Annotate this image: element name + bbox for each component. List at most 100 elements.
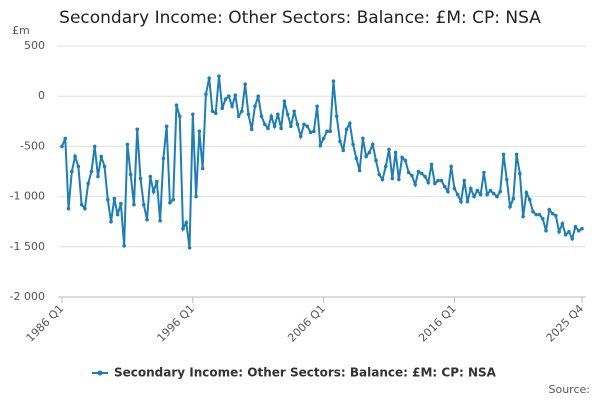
x-tick-label: 1986 Q1 — [24, 302, 67, 345]
point — [181, 226, 185, 231]
point — [354, 156, 359, 161]
point — [482, 170, 486, 175]
point — [547, 207, 552, 212]
point — [472, 194, 476, 199]
point — [455, 192, 460, 197]
point — [279, 126, 283, 131]
point — [524, 190, 529, 195]
point — [419, 171, 424, 176]
point — [393, 150, 398, 155]
x-tick-label: 1996 Q1 — [155, 302, 198, 345]
point — [259, 114, 264, 119]
point — [105, 197, 110, 202]
point — [429, 162, 434, 167]
y-tick-label: -1 000 — [10, 190, 45, 203]
point — [285, 112, 290, 117]
point — [537, 212, 542, 217]
point — [580, 226, 584, 231]
point — [501, 152, 506, 157]
point — [200, 166, 205, 171]
point — [122, 243, 126, 248]
point — [217, 74, 221, 78]
point — [269, 114, 274, 119]
point — [380, 177, 385, 182]
x-tick-label: 2025 Q4 — [544, 302, 587, 345]
point — [177, 114, 182, 119]
point — [102, 164, 107, 169]
chart-title: Secondary Income: Other Sectors: Balance… — [59, 8, 541, 28]
point — [334, 114, 339, 119]
point — [292, 109, 297, 114]
point — [570, 236, 574, 241]
point — [155, 179, 159, 184]
point — [478, 192, 483, 197]
point — [295, 122, 300, 127]
point — [469, 186, 473, 191]
point — [449, 164, 453, 169]
point — [125, 142, 130, 147]
point — [325, 129, 329, 134]
point — [554, 213, 558, 218]
point — [423, 174, 427, 179]
point — [246, 112, 251, 117]
x-tick-label: 2006 Q1 — [285, 302, 328, 345]
point — [377, 172, 382, 177]
point — [230, 104, 234, 109]
point — [518, 171, 522, 176]
point — [563, 232, 568, 237]
point — [213, 111, 218, 116]
point — [390, 176, 395, 181]
point — [194, 194, 198, 199]
point — [168, 200, 172, 205]
point — [318, 143, 323, 148]
point — [544, 228, 548, 233]
point — [119, 201, 123, 206]
point — [426, 180, 431, 185]
point — [171, 197, 175, 202]
point — [210, 109, 215, 114]
point — [145, 217, 149, 222]
point — [83, 206, 87, 211]
point — [560, 221, 565, 226]
point — [191, 112, 195, 117]
point — [262, 122, 267, 127]
point — [387, 147, 391, 152]
point — [226, 94, 231, 98]
y-tick-label: -1 500 — [10, 240, 45, 253]
point — [76, 164, 81, 169]
point — [331, 79, 336, 83]
y-tick-label: -2 000 — [10, 290, 45, 303]
y-tick-label: 0 — [38, 89, 45, 102]
point — [514, 152, 519, 157]
y-unit: £m — [12, 24, 30, 37]
point — [527, 197, 532, 202]
point — [433, 181, 437, 186]
legend-label: Secondary Income: Other Sectors: Balance… — [114, 366, 497, 380]
point — [465, 199, 470, 204]
point — [220, 106, 225, 111]
point — [462, 178, 467, 183]
point — [328, 129, 332, 134]
point — [174, 103, 179, 108]
point — [115, 212, 120, 217]
point — [207, 76, 211, 80]
point — [413, 182, 418, 187]
point — [272, 124, 277, 129]
point — [403, 158, 408, 163]
point — [70, 169, 74, 174]
point — [361, 136, 365, 141]
point — [305, 124, 310, 129]
point — [400, 155, 404, 160]
point — [73, 154, 77, 159]
point — [341, 148, 346, 153]
series-line — [61, 76, 583, 248]
point — [240, 109, 244, 114]
point — [138, 176, 143, 181]
point — [550, 211, 555, 216]
point — [397, 177, 401, 182]
point — [442, 184, 447, 189]
point — [253, 104, 257, 109]
point — [488, 188, 493, 193]
point — [197, 129, 202, 134]
point — [410, 173, 414, 178]
